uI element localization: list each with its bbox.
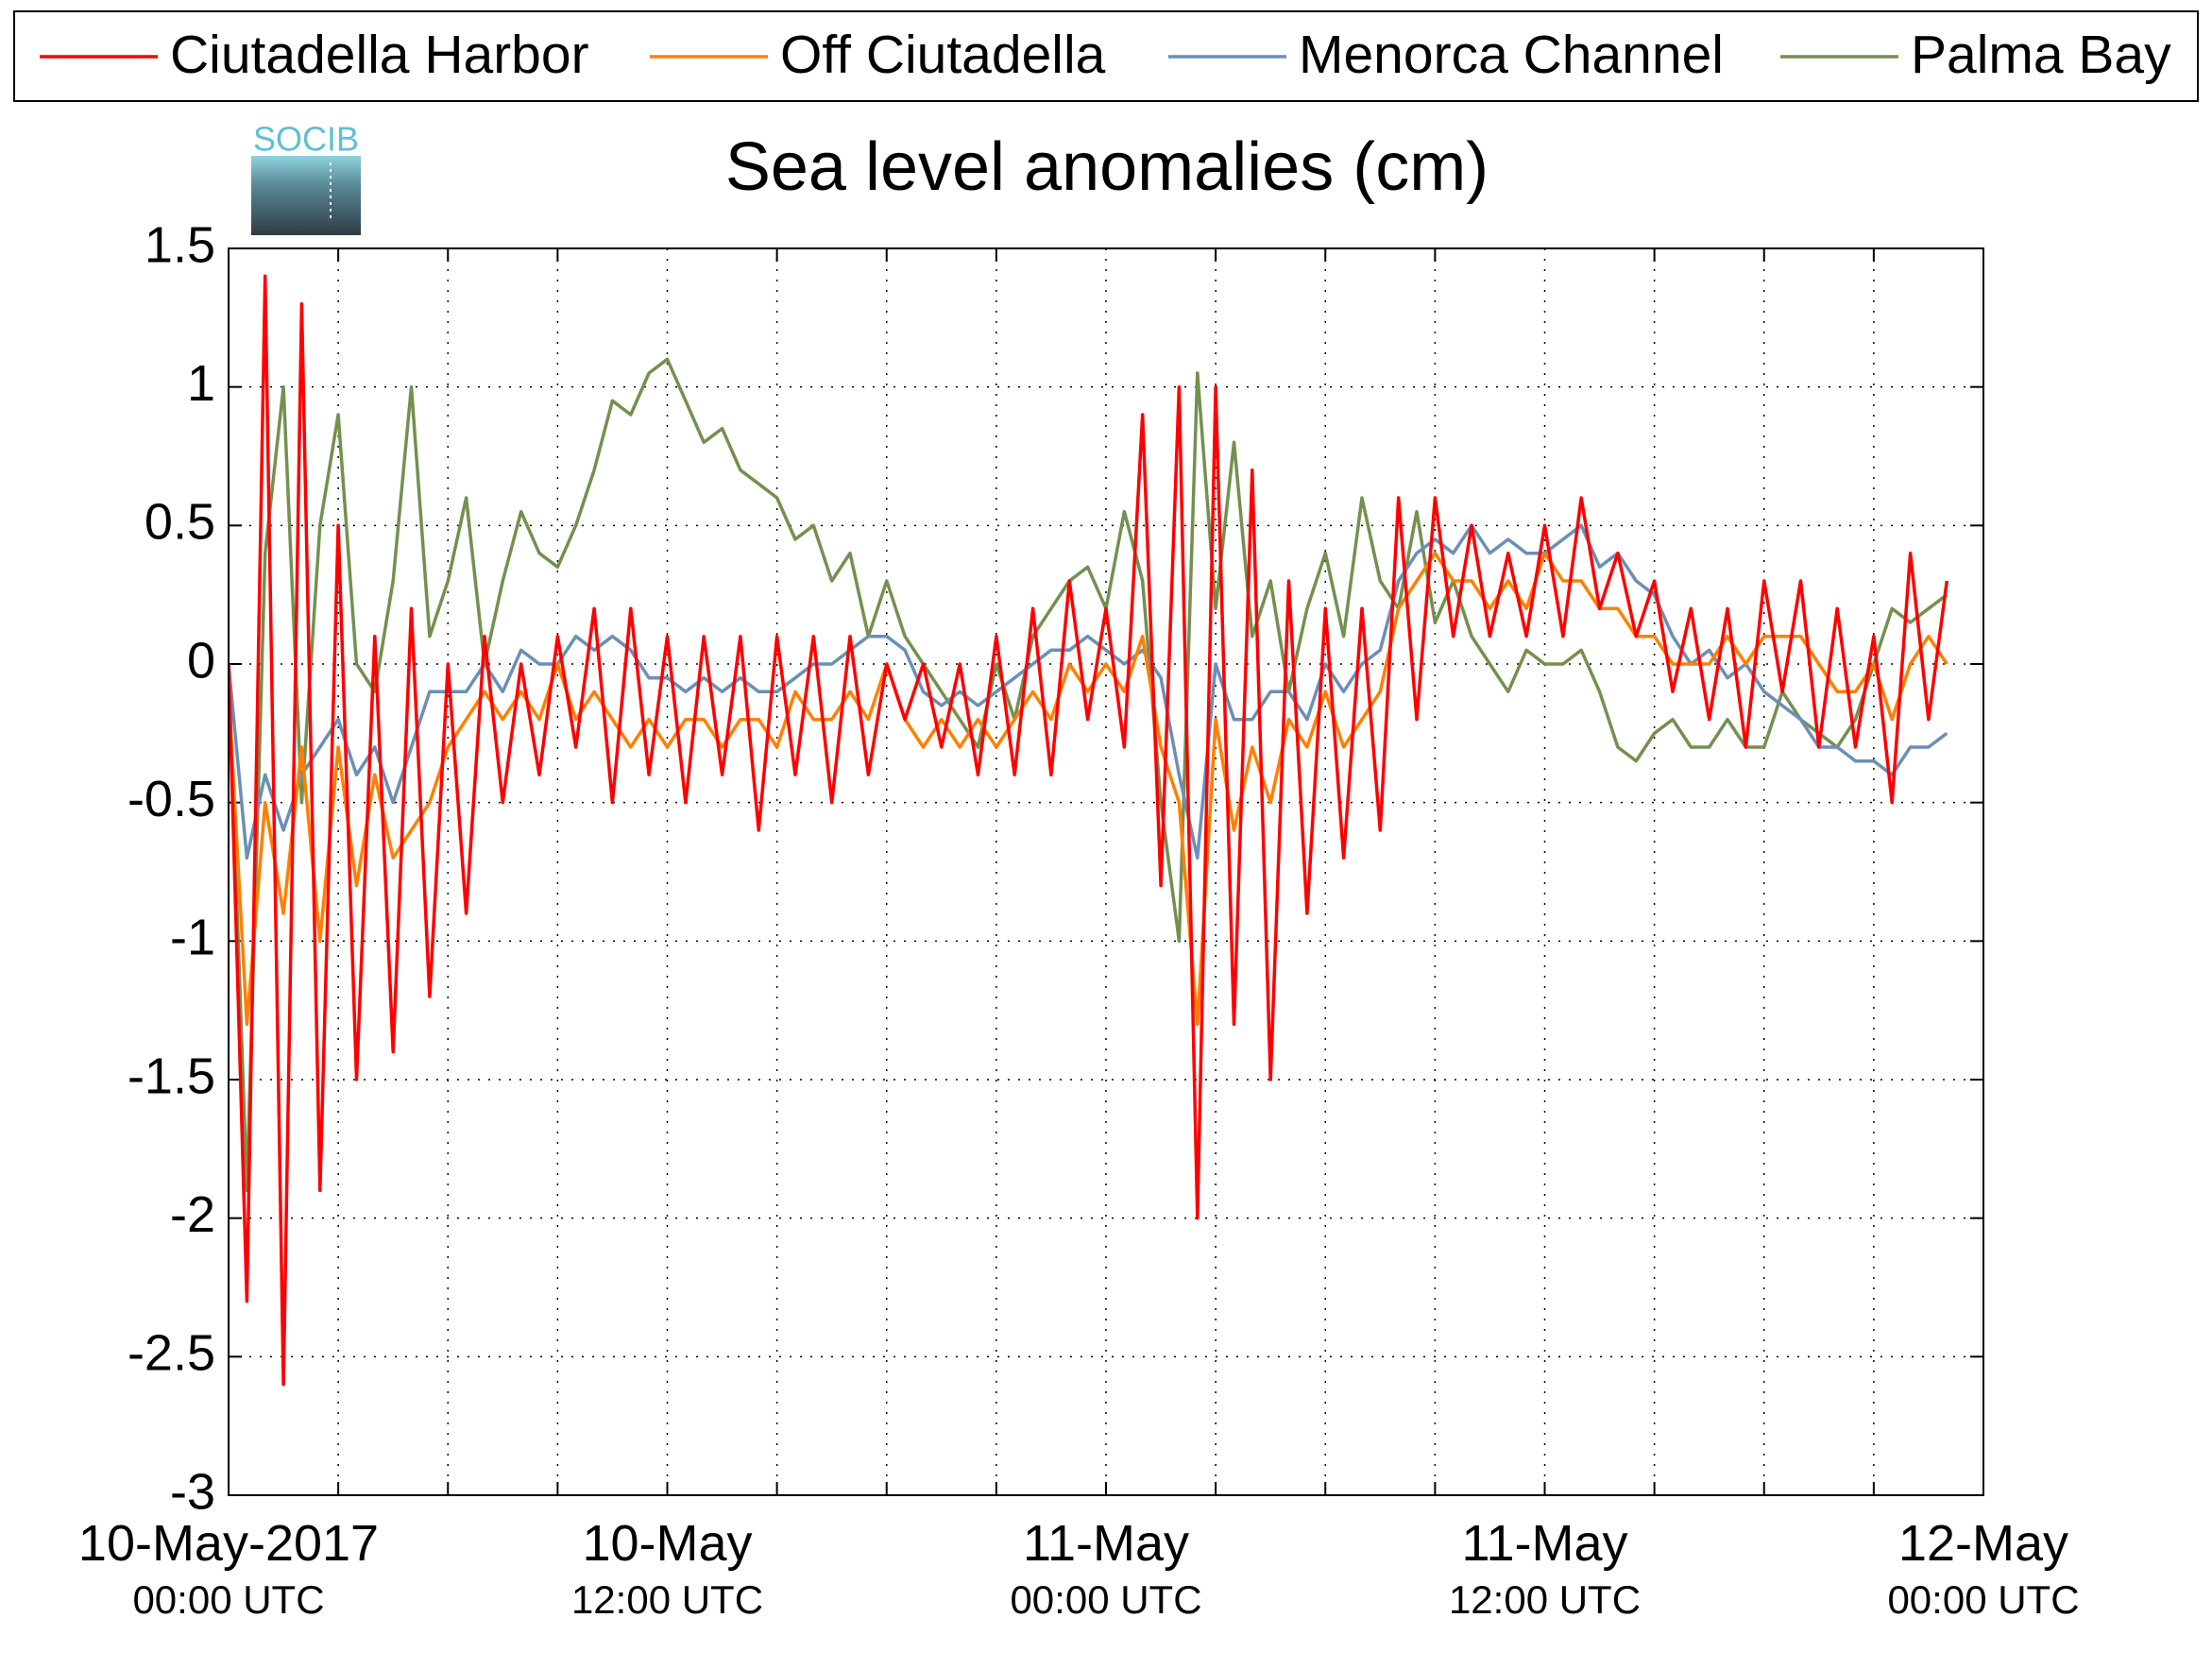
legend-label: Menorca Channel [1299,25,1724,85]
series-line [229,274,1949,1387]
y-tick-label: 0 [187,632,215,689]
x-tick-label: 10-May-2017 00:00 UTC [78,1515,379,1622]
y-tick-label: 0.5 [145,494,215,551]
y-tick-label: -0.5 [128,771,215,827]
x-tick-time: 00:00 UTC [1010,1577,1201,1622]
y-tick-label: -2.5 [128,1325,215,1382]
y-tick-label: -1.5 [128,1047,215,1104]
x-tick-date: 11-May [1023,1515,1189,1572]
x-tick-time: 00:00 UTC [132,1577,324,1622]
x-tick-label: 12-May 00:00 UTC [1887,1515,2079,1622]
legend-label: Palma Bay [1911,25,2171,85]
x-tick-date: 12-May [1898,1515,2068,1572]
x-tick-date: 11-May [1461,1515,1627,1572]
y-tick-label: -2 [170,1186,215,1243]
logo-text: SOCIB [253,120,359,159]
y-tick-label: 1.5 [145,216,215,273]
x-tick-label: 11-May 12:00 UTC [1449,1515,1641,1622]
plot-frame [228,247,1984,1496]
legend-label: Ciutadella Harbor [170,25,589,85]
legend-label: Off Ciutadella [780,25,1106,85]
chart-title: Sea level anomalies (cm) [725,129,1489,205]
y-tick-label: -3 [170,1463,215,1520]
x-tick-time: 12:00 UTC [571,1577,763,1622]
logo-mark [251,156,361,235]
logo: SOCIB [251,120,361,235]
y-tick-label: 1 [187,355,215,412]
x-tick-time: 12:00 UTC [1449,1577,1641,1622]
series-line [229,357,1948,1193]
x-tick-date: 10-May-2017 [78,1515,379,1572]
x-tick-time: 00:00 UTC [1887,1577,2079,1622]
x-tick-label: 11-May 00:00 UTC [1010,1515,1201,1622]
y-tick-label: -1 [170,910,215,966]
x-tick-date: 10-May [582,1515,752,1572]
x-tick-label: 10-May 12:00 UTC [571,1515,763,1622]
